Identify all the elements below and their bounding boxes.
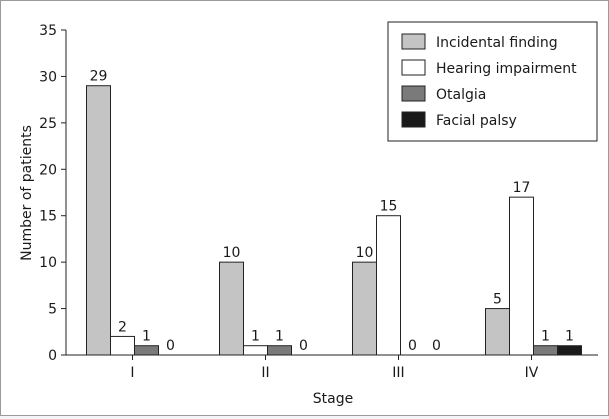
bar-value-label: 0	[408, 338, 417, 354]
bar	[243, 345, 268, 356]
bar-value-label: 1	[251, 329, 260, 345]
bar	[267, 345, 292, 356]
legend-swatch	[401, 33, 426, 50]
bar	[376, 215, 401, 356]
bar-value-label: 10	[356, 245, 374, 261]
bar	[509, 196, 534, 356]
legend-swatch	[401, 59, 426, 76]
bar	[557, 345, 582, 356]
bar-value-label: 0	[166, 338, 175, 354]
bar-value-label: 15	[380, 199, 398, 215]
bar-value-label: 1	[541, 329, 550, 345]
legend-label: Hearing impairment	[436, 61, 577, 77]
x-tick-label: I	[130, 365, 134, 381]
bar-value-label: 17	[513, 180, 531, 196]
bar	[134, 345, 159, 356]
bar	[219, 261, 244, 356]
x-tick-label: III	[392, 365, 404, 381]
bar-value-label: 2	[118, 319, 127, 335]
y-tick-label: 25	[39, 116, 57, 132]
legend-swatch	[401, 85, 426, 102]
bar-value-label: 1	[275, 329, 284, 345]
legend-swatch	[401, 111, 426, 128]
y-tick-label: 35	[39, 23, 57, 39]
legend: Incidental finding Hearing impairment Otal…	[387, 21, 598, 142]
y-tick-label: 20	[39, 162, 57, 178]
bar-value-label: 1	[565, 329, 574, 345]
bar	[533, 345, 558, 356]
legend-label: Otalgia	[436, 87, 486, 103]
legend-label: Incidental finding	[436, 35, 558, 51]
bar	[86, 85, 111, 356]
bar-value-label: 5	[493, 292, 502, 308]
y-tick-label: 30	[39, 69, 57, 85]
bar-value-label: 10	[223, 245, 241, 261]
y-tick-label: 0	[48, 348, 57, 364]
bar-value-label: 0	[299, 338, 308, 354]
y-tick-label: 5	[48, 302, 57, 318]
y-ticks: 0 5 10 15 20 25 30 35	[39, 23, 66, 364]
bar	[110, 335, 135, 356]
y-axis-label: Number of patients	[19, 125, 35, 261]
y-tick-label: 10	[39, 255, 57, 271]
x-tick-label: IV	[525, 365, 539, 381]
bar	[352, 261, 377, 356]
x-axis-label: Stage	[313, 391, 353, 407]
x-tick-label: II	[261, 365, 269, 381]
bars	[86, 85, 582, 356]
y-tick-label: 15	[39, 209, 57, 225]
bar	[485, 308, 510, 356]
bar-value-label: 1	[142, 329, 151, 345]
legend-label: Facial palsy	[436, 113, 517, 129]
bar-value-label: 29	[90, 69, 108, 85]
x-ticks: I II III IV	[130, 355, 539, 381]
bar-value-label: 0	[432, 338, 441, 354]
